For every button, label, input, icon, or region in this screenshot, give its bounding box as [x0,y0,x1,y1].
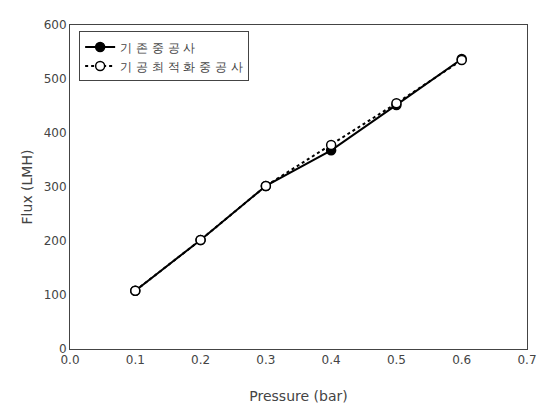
svg-text:0.6: 0.6 [452,353,471,367]
svg-text:0.2: 0.2 [191,353,210,367]
svg-text:100: 100 [44,288,67,302]
svg-text:Pressure (bar): Pressure (bar) [249,388,347,404]
svg-text:200: 200 [44,234,67,248]
svg-text:Flux (LMH): Flux (LMH) [19,150,35,225]
svg-text:500: 500 [44,72,67,86]
svg-text:0.3: 0.3 [256,353,275,367]
svg-text:0.1: 0.1 [126,353,145,367]
svg-text:기 공 최 적 화 중 공 사: 기 공 최 적 화 중 공 사 [120,60,243,74]
svg-text:600: 600 [44,18,67,32]
svg-text:0: 0 [59,342,67,356]
svg-text:0.0: 0.0 [60,353,79,367]
svg-text:0.5: 0.5 [387,353,406,367]
svg-text:0.7: 0.7 [517,353,536,367]
svg-text:300: 300 [44,180,67,194]
svg-text:400: 400 [44,126,67,140]
svg-text:0.4: 0.4 [322,353,341,367]
svg-text:기 존 중 공 사: 기 존 중 공 사 [120,41,195,55]
